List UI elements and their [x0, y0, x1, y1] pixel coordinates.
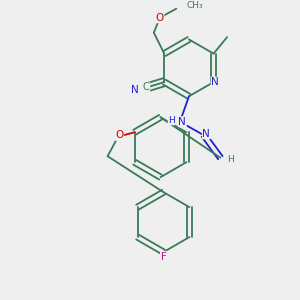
Text: CH₃: CH₃: [187, 1, 203, 10]
Text: N: N: [202, 129, 210, 139]
Text: N: N: [211, 77, 219, 87]
Text: O: O: [156, 13, 164, 23]
Text: N: N: [131, 85, 139, 94]
Text: C: C: [143, 82, 150, 92]
Text: O: O: [116, 130, 124, 140]
Text: F: F: [160, 252, 166, 262]
Text: H: H: [168, 116, 175, 125]
Text: N: N: [178, 117, 186, 127]
Text: H: H: [227, 155, 234, 164]
